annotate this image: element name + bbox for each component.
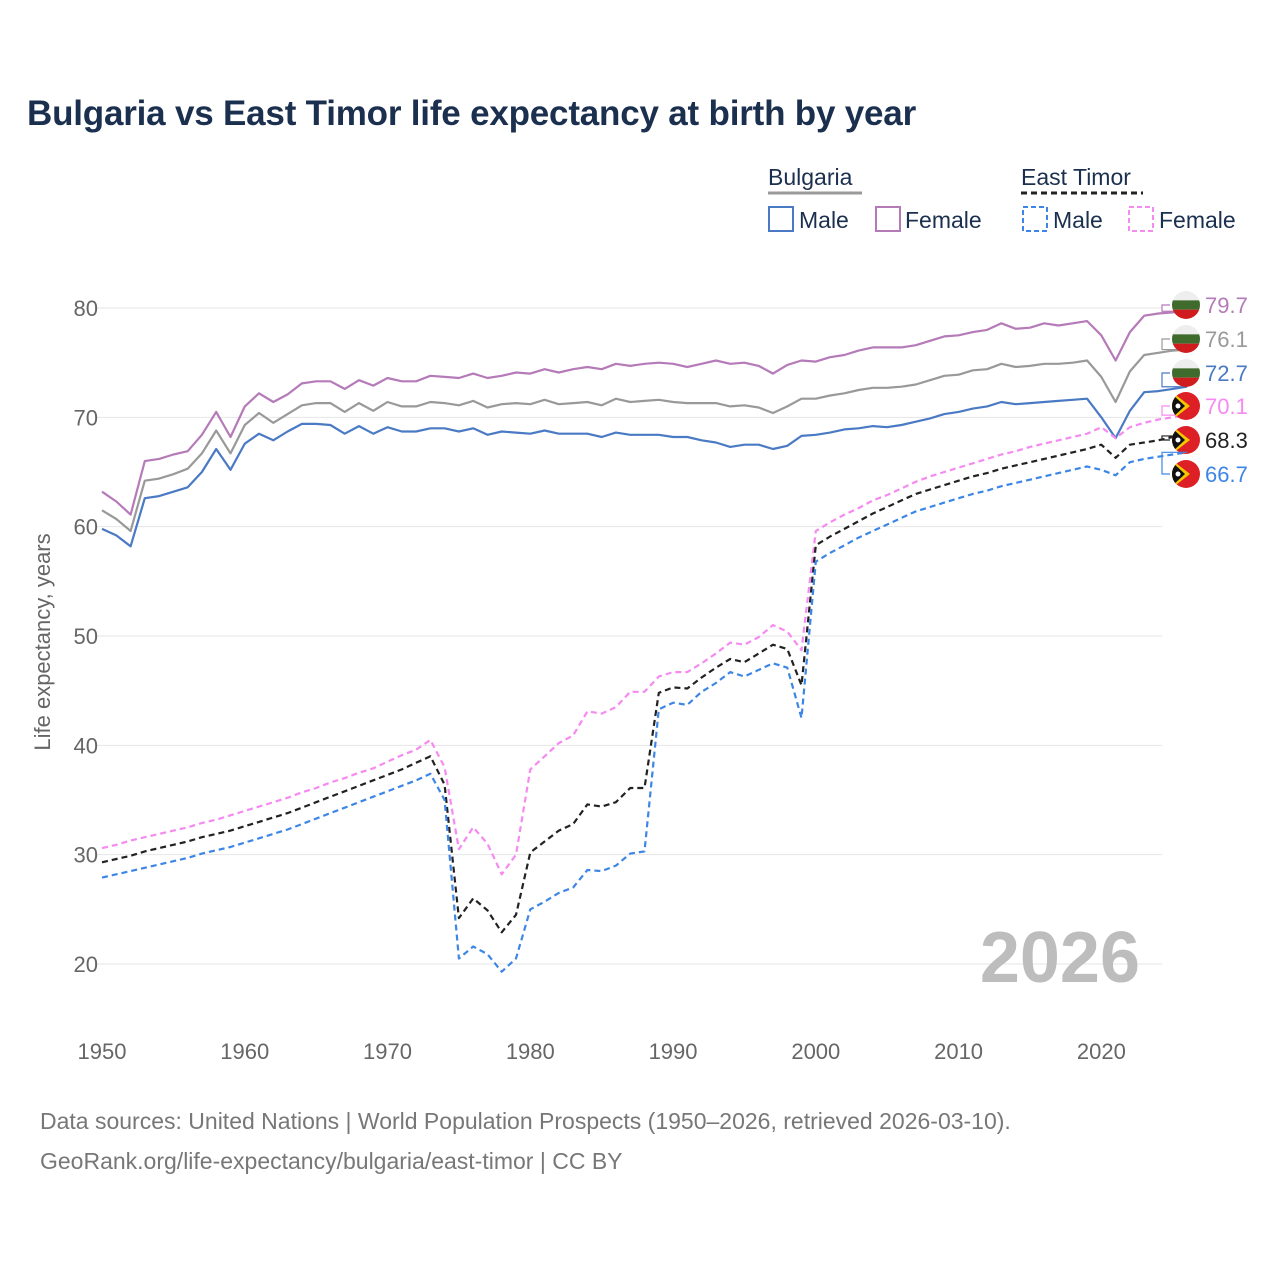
series-line-bulgaria-total (101, 348, 1188, 533)
bulgaria-flag-icon (1172, 325, 1200, 353)
legend-bulgaria-female-label: Female (905, 207, 982, 233)
east-timor-flag-icon (1172, 392, 1200, 420)
grid (96, 307, 1162, 965)
legend: Bulgaria Male Female East Timor Male Fem… (768, 164, 1236, 233)
legend-group-bulgaria: Bulgaria (768, 164, 853, 190)
y-axis-label: Life expectancy, years (30, 533, 55, 750)
y-axis: 20 30 40 50 60 70 80 (74, 296, 98, 977)
legend-east-timor-male-swatch (1022, 206, 1048, 232)
y-tick-label: 60 (74, 515, 98, 540)
end-connector (1161, 372, 1187, 388)
series-line-timor-male (101, 451, 1188, 973)
x-tick-label: 2020 (1077, 1039, 1126, 1064)
y-tick-label: 70 (74, 405, 98, 430)
y-tick-label: 20 (74, 952, 98, 977)
end-value-label: 76.1 (1205, 327, 1248, 352)
x-tick-label: 1990 (649, 1039, 698, 1064)
y-tick-label: 30 (74, 843, 98, 868)
series-line-bulgaria-male (101, 385, 1188, 548)
legend-bulgaria-male-swatch (768, 206, 794, 232)
x-tick-label: 1970 (363, 1039, 412, 1064)
y-tick-label: 50 (74, 624, 98, 649)
x-tick-label: 1980 (506, 1039, 555, 1064)
x-axis: 1950 1960 1970 1980 1990 2000 2010 2020 (78, 1039, 1126, 1064)
end-value-label: 72.7 (1205, 361, 1248, 386)
series-line-timor-female (101, 414, 1188, 876)
end-labels: 79.7 76.1 72.7 70.1 68.3 66.7 (1161, 291, 1248, 488)
end-connector (1161, 451, 1187, 475)
legend-east-timor-female-label: Female (1159, 207, 1236, 233)
x-tick-label: 1960 (220, 1039, 269, 1064)
end-value-label: 66.7 (1205, 462, 1248, 487)
x-tick-label: 1950 (78, 1039, 127, 1064)
legend-group-east-timor: East Timor (1021, 164, 1131, 190)
legend-east-timor-female-swatch (1128, 206, 1154, 232)
x-tick-label: 2000 (791, 1039, 840, 1064)
end-value-label: 70.1 (1205, 394, 1248, 419)
chart-title: Bulgaria vs East Timor life expectancy a… (27, 94, 916, 133)
bulgaria-flag-icon (1172, 359, 1200, 387)
x-tick-label: 2010 (934, 1039, 983, 1064)
east-timor-flag-icon (1172, 460, 1200, 488)
east-timor-flag-icon (1172, 426, 1200, 454)
legend-bulgaria-male-label: Male (799, 207, 849, 233)
y-tick-label: 80 (74, 296, 98, 321)
bulgaria-flag-icon (1172, 291, 1200, 319)
end-connector (1161, 338, 1187, 351)
y-tick-label: 40 (74, 733, 98, 758)
legend-bulgaria-female-swatch (875, 206, 901, 232)
series-lines (101, 310, 1188, 973)
series-line-bulgaria-female (101, 310, 1188, 516)
end-connector (1161, 405, 1187, 416)
series-line-timor-total (101, 434, 1188, 934)
end-value-label: 79.7 (1205, 293, 1248, 318)
year-watermark: 2026 (980, 918, 1140, 998)
footer-link: GeoRank.org/life-expectancy/bulgaria/eas… (40, 1148, 623, 1174)
end-value-label: 68.3 (1205, 428, 1248, 453)
legend-east-timor-male-label: Male (1053, 207, 1103, 233)
footer-sources: Data sources: United Nations | World Pop… (40, 1108, 1011, 1134)
